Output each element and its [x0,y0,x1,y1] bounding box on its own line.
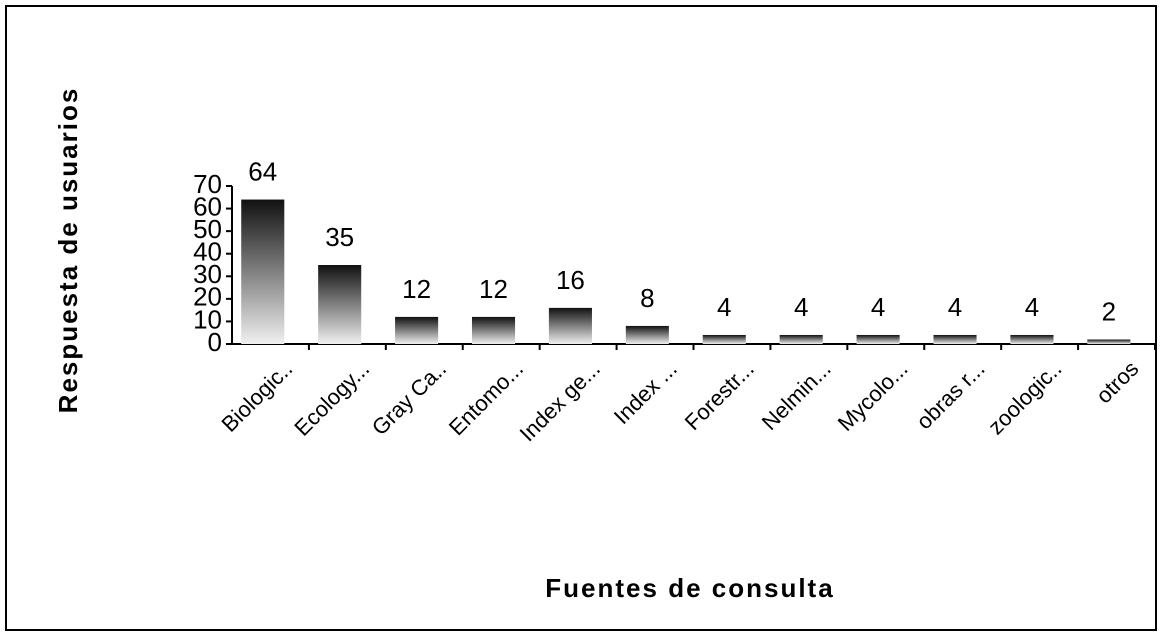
bar [702,334,746,344]
bar [395,316,439,344]
y-tick-label: 0 [208,327,222,357]
y-axis-title: Respuesta de usuarios [53,87,83,414]
bar [779,334,823,344]
x-tick-label: Gray Ca.. [367,356,451,440]
data-label: 4 [871,292,885,322]
y-tick-label: 70 [193,169,222,199]
bar [856,334,900,344]
bar [471,316,516,344]
data-label: 4 [1025,292,1039,322]
x-tick-label: Index ... [609,356,682,429]
y-tick-label: 20 [193,282,222,312]
x-tick-label: Ecology... [289,356,374,441]
data-label: 4 [794,292,808,322]
y-tick-label: 50 [193,214,222,244]
bar [548,307,592,344]
x-tick-label: Mycolo... [833,356,913,436]
frame [5,5,1157,631]
x-tick-label: zoologic.. [983,356,1066,439]
data-label: 35 [325,222,354,252]
data-label: 12 [479,274,508,304]
x-tick-label: obras r... [911,356,989,434]
x-tick-label: Index ge... [515,356,605,446]
data-label: 4 [948,292,962,322]
x-tick-label: Biologic.. [217,356,298,437]
x-tick-label: otros [1091,356,1143,408]
bar [933,334,977,344]
x-tick-label: Forestr... [680,356,759,435]
y-tick-label: 40 [193,237,222,267]
x-axis-title: Fuentes de consulta [545,573,834,603]
bar [318,265,362,344]
data-label: 12 [402,274,431,304]
data-label: 4 [717,292,731,322]
data-label: 16 [556,265,585,295]
y-tick-label: 10 [193,304,222,334]
bar [625,325,669,344]
data-label: 2 [1102,296,1116,326]
data-label: 64 [248,156,277,186]
bar [1010,334,1054,344]
x-tick-label: Nelmin... [757,356,836,435]
bar [241,199,285,344]
y-tick-label: 30 [193,259,222,289]
data-label: 8 [640,283,654,313]
y-tick-label: 60 [193,191,222,221]
bar [1087,339,1131,344]
